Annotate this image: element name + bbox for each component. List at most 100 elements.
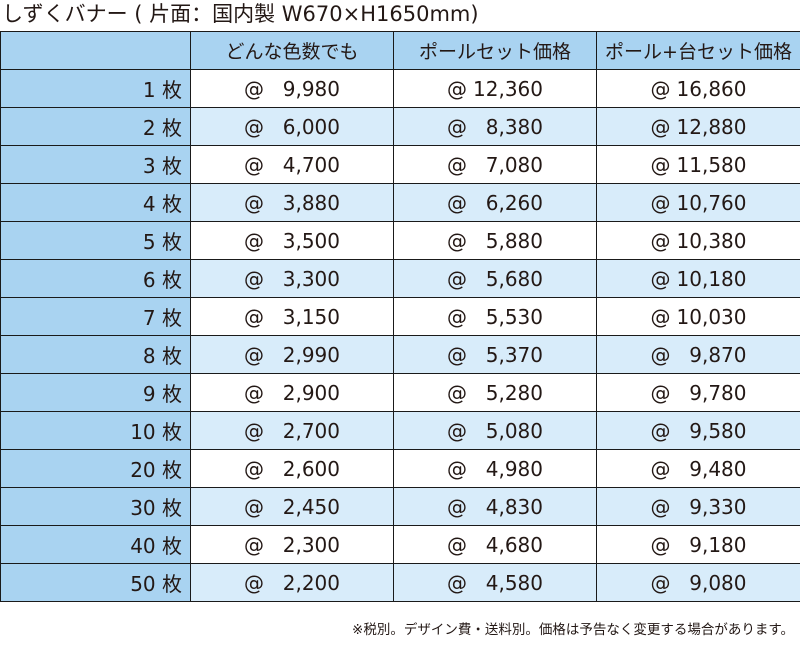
at-symbol: @	[447, 266, 467, 291]
price-cell: @2,600	[190, 449, 394, 488]
at-symbol: @	[244, 570, 264, 595]
price-cell: @5,880	[393, 221, 597, 260]
at-symbol: @	[447, 304, 467, 329]
table-row: 7 枚 @3,150 @5,530 @10,030	[0, 297, 800, 336]
price-cell-content: @5,280	[395, 375, 596, 411]
column-header-pole-stand-set: ポール+台セット価格	[596, 31, 800, 70]
price-table: どんな色数でも ポールセット価格 ポール+台セット価格 1 枚 @9,980 @12…	[0, 31, 800, 602]
quantity-cell: 5 枚	[0, 221, 191, 260]
at-symbol: @	[650, 342, 671, 367]
price-value: 2,990	[282, 342, 340, 367]
price-value: 12,360	[473, 76, 543, 101]
price-value: 2,900	[282, 380, 340, 405]
at-symbol: @	[244, 456, 264, 481]
price-cell-content: @9,330	[598, 489, 800, 525]
quantity-cell: 50 枚	[0, 563, 191, 602]
price-cell: @10,380	[596, 221, 800, 260]
at-symbol: @	[650, 114, 671, 139]
price-cell-content: @9,180	[598, 527, 800, 563]
at-symbol: @	[650, 494, 671, 519]
price-cell-content: @8,380	[395, 109, 596, 145]
price-cell-content: @3,150	[192, 299, 393, 335]
price-value: 6,260	[485, 190, 543, 215]
price-cell: @9,580	[596, 411, 800, 450]
table-row: 2 枚 @6,000 @8,380 @12,880	[0, 107, 800, 146]
at-symbol: @	[650, 190, 671, 215]
table-row: 3 枚 @4,700 @7,080 @11,580	[0, 145, 800, 184]
at-symbol: @	[650, 152, 671, 177]
at-symbol: @	[244, 380, 264, 405]
at-symbol: @	[244, 532, 264, 557]
at-symbol: @	[244, 152, 264, 177]
price-cell-content: @2,450	[192, 489, 393, 525]
price-cell-content: @9,980	[192, 71, 393, 107]
price-cell-content: @4,680	[395, 527, 596, 563]
price-cell: @9,330	[596, 487, 800, 526]
price-cell-content: @4,980	[395, 451, 596, 487]
quantity-cell: 9 枚	[0, 373, 191, 412]
price-cell: @2,300	[190, 525, 394, 564]
price-cell: @10,180	[596, 259, 800, 298]
price-cell: @9,180	[596, 525, 800, 564]
at-symbol: @	[650, 266, 671, 291]
at-symbol: @	[447, 380, 467, 405]
table-row: 40 枚 @2,300 @4,680 @9,180	[0, 525, 800, 564]
price-value: 5,280	[485, 380, 543, 405]
at-symbol: @	[447, 342, 467, 367]
price-cell: @4,580	[393, 563, 597, 602]
price-cell-content: @4,830	[395, 489, 596, 525]
at-symbol: @	[244, 228, 264, 253]
price-value: 4,700	[282, 152, 340, 177]
at-symbol: @	[244, 76, 264, 101]
at-symbol: @	[447, 570, 467, 595]
column-header-pole-set: ポールセット価格	[393, 31, 597, 70]
price-value: 12,880	[676, 114, 747, 139]
price-value: 9,870	[689, 342, 747, 367]
price-cell: @9,780	[596, 373, 800, 412]
price-value: 2,450	[282, 494, 340, 519]
at-symbol: @	[244, 418, 264, 443]
price-cell-content: @12,360	[395, 71, 596, 107]
price-value: 5,680	[485, 266, 543, 291]
price-cell: @10,760	[596, 183, 800, 222]
price-value: 6,000	[282, 114, 340, 139]
price-cell-content: @3,500	[192, 223, 393, 259]
at-symbol: @	[447, 532, 467, 557]
at-symbol: @	[244, 342, 264, 367]
quantity-cell: 40 枚	[0, 525, 191, 564]
price-cell-content: @4,580	[395, 565, 596, 601]
price-cell: @6,000	[190, 107, 394, 146]
at-symbol: @	[650, 380, 671, 405]
table-row: 8 枚 @2,990 @5,370 @9,870	[0, 335, 800, 374]
price-value: 10,180	[676, 266, 747, 291]
price-value: 16,860	[676, 76, 747, 101]
price-cell-content: @4,700	[192, 147, 393, 183]
price-cell-content: @3,300	[192, 261, 393, 297]
price-cell-content: @5,680	[395, 261, 596, 297]
price-cell-content: @9,580	[598, 413, 800, 449]
price-cell-content: @9,080	[598, 565, 800, 601]
at-symbol: @	[447, 228, 467, 253]
price-cell-content: @9,480	[598, 451, 800, 487]
price-cell: @5,530	[393, 297, 597, 336]
price-cell-content: @10,380	[598, 223, 800, 259]
at-symbol: @	[650, 76, 671, 101]
price-cell: @2,900	[190, 373, 394, 412]
price-cell: @9,480	[596, 449, 800, 488]
price-value: 2,600	[282, 456, 340, 481]
price-value: 3,150	[282, 304, 340, 329]
price-cell-content: @5,080	[395, 413, 596, 449]
price-value: 9,580	[689, 418, 747, 443]
quantity-cell: 20 枚	[0, 449, 191, 488]
price-value: 4,580	[485, 570, 543, 595]
quantity-cell: 1 枚	[0, 69, 191, 108]
quantity-cell: 6 枚	[0, 259, 191, 298]
at-symbol: @	[650, 570, 671, 595]
at-symbol: @	[447, 418, 467, 443]
price-value: 5,530	[485, 304, 543, 329]
price-cell: @4,830	[393, 487, 597, 526]
table-row: 5 枚 @3,500 @5,880 @10,380	[0, 221, 800, 260]
price-cell-content: @3,880	[192, 185, 393, 221]
price-cell: @2,700	[190, 411, 394, 450]
price-cell: @3,880	[190, 183, 394, 222]
